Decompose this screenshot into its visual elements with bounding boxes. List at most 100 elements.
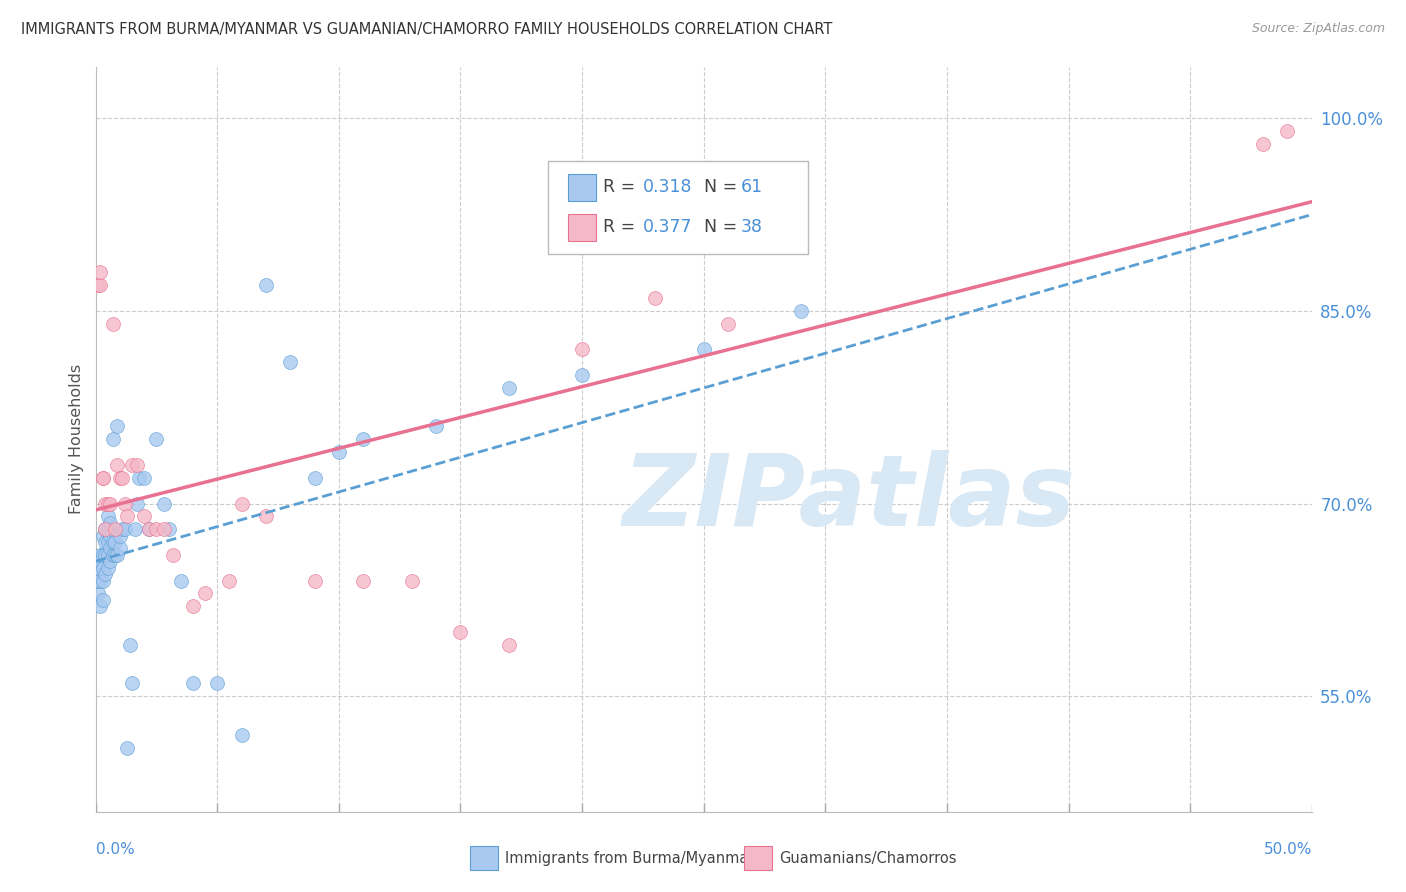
Point xyxy=(94,567,117,582)
Point xyxy=(89,548,111,562)
Point xyxy=(790,304,813,318)
Point xyxy=(97,496,120,510)
Point xyxy=(717,317,740,331)
Point xyxy=(304,471,326,485)
Point xyxy=(1251,136,1274,151)
Point xyxy=(87,586,110,600)
Point xyxy=(115,740,138,755)
Point xyxy=(571,368,593,383)
Text: Source: ZipAtlas.com: Source: ZipAtlas.com xyxy=(1251,22,1385,36)
Point xyxy=(91,528,114,542)
Text: 0.0%: 0.0% xyxy=(96,842,135,856)
Point xyxy=(170,574,193,588)
Point xyxy=(89,278,111,293)
Point xyxy=(254,278,277,293)
Point xyxy=(98,554,121,568)
Text: 0.377: 0.377 xyxy=(643,219,692,236)
Point xyxy=(254,509,277,524)
Point xyxy=(498,381,520,395)
Point xyxy=(218,574,240,588)
Point xyxy=(125,496,148,510)
Point xyxy=(87,574,110,588)
Text: N =: N = xyxy=(704,219,744,236)
Point xyxy=(101,535,124,549)
Point xyxy=(87,278,110,293)
Point xyxy=(97,509,120,524)
Point xyxy=(107,548,129,562)
Text: IMMIGRANTS FROM BURMA/MYANMAR VS GUAMANIAN/CHAMORRO FAMILY HOUSEHOLDS CORRELATIO: IMMIGRANTS FROM BURMA/MYANMAR VS GUAMANI… xyxy=(21,22,832,37)
Point xyxy=(98,516,121,530)
Text: R =: R = xyxy=(603,219,641,236)
Point xyxy=(401,574,423,588)
Point xyxy=(108,528,131,542)
Point xyxy=(89,554,111,568)
Point xyxy=(111,522,134,536)
Point xyxy=(162,548,184,562)
Point xyxy=(114,522,136,536)
Point xyxy=(138,522,160,536)
Point xyxy=(97,535,120,549)
Point xyxy=(91,548,114,562)
Point xyxy=(352,574,374,588)
Point xyxy=(181,599,204,614)
Point xyxy=(152,522,174,536)
Point xyxy=(97,522,120,536)
Point xyxy=(121,676,143,690)
Point xyxy=(104,535,127,549)
Point xyxy=(91,574,114,588)
Text: R =: R = xyxy=(603,178,641,196)
Point xyxy=(107,419,129,434)
Point xyxy=(194,586,217,600)
Point xyxy=(152,496,174,510)
Text: 0.318: 0.318 xyxy=(643,178,692,196)
Point xyxy=(118,638,141,652)
Point xyxy=(98,541,121,556)
Text: ZIPatlas: ZIPatlas xyxy=(623,450,1076,548)
Point xyxy=(94,548,117,562)
Point xyxy=(101,548,124,562)
Point xyxy=(352,433,374,447)
Point xyxy=(94,496,117,510)
Point xyxy=(104,548,127,562)
Point xyxy=(207,676,229,690)
Point xyxy=(101,317,124,331)
Point xyxy=(644,291,666,305)
Text: Guamanians/Chamorros: Guamanians/Chamorros xyxy=(779,851,956,865)
Point xyxy=(125,458,148,472)
Point xyxy=(108,471,131,485)
Point xyxy=(498,638,520,652)
Point xyxy=(571,343,593,357)
Point xyxy=(328,445,350,459)
Point xyxy=(94,522,117,536)
Point xyxy=(138,522,160,536)
Point xyxy=(91,560,114,574)
Text: 50.0%: 50.0% xyxy=(1264,842,1312,856)
Point xyxy=(111,471,134,485)
Point xyxy=(89,599,111,614)
Point xyxy=(89,265,111,279)
Point xyxy=(91,471,114,485)
Point xyxy=(181,676,204,690)
Text: Immigrants from Burma/Myanmar: Immigrants from Burma/Myanmar xyxy=(505,851,754,865)
Point xyxy=(157,522,180,536)
Point xyxy=(145,433,167,447)
Point xyxy=(87,560,110,574)
Point xyxy=(121,458,143,472)
Point xyxy=(104,522,127,536)
Point xyxy=(97,560,120,574)
Point xyxy=(134,471,156,485)
Point xyxy=(101,433,124,447)
Point xyxy=(231,728,253,742)
Point xyxy=(94,522,117,536)
Point xyxy=(98,496,121,510)
Point xyxy=(98,528,121,542)
Point xyxy=(450,624,472,639)
Point xyxy=(693,343,716,357)
Point xyxy=(108,541,131,556)
Point xyxy=(115,509,138,524)
Point xyxy=(231,496,253,510)
Point xyxy=(134,509,156,524)
Point xyxy=(128,471,150,485)
Point xyxy=(91,592,114,607)
Point xyxy=(304,574,326,588)
